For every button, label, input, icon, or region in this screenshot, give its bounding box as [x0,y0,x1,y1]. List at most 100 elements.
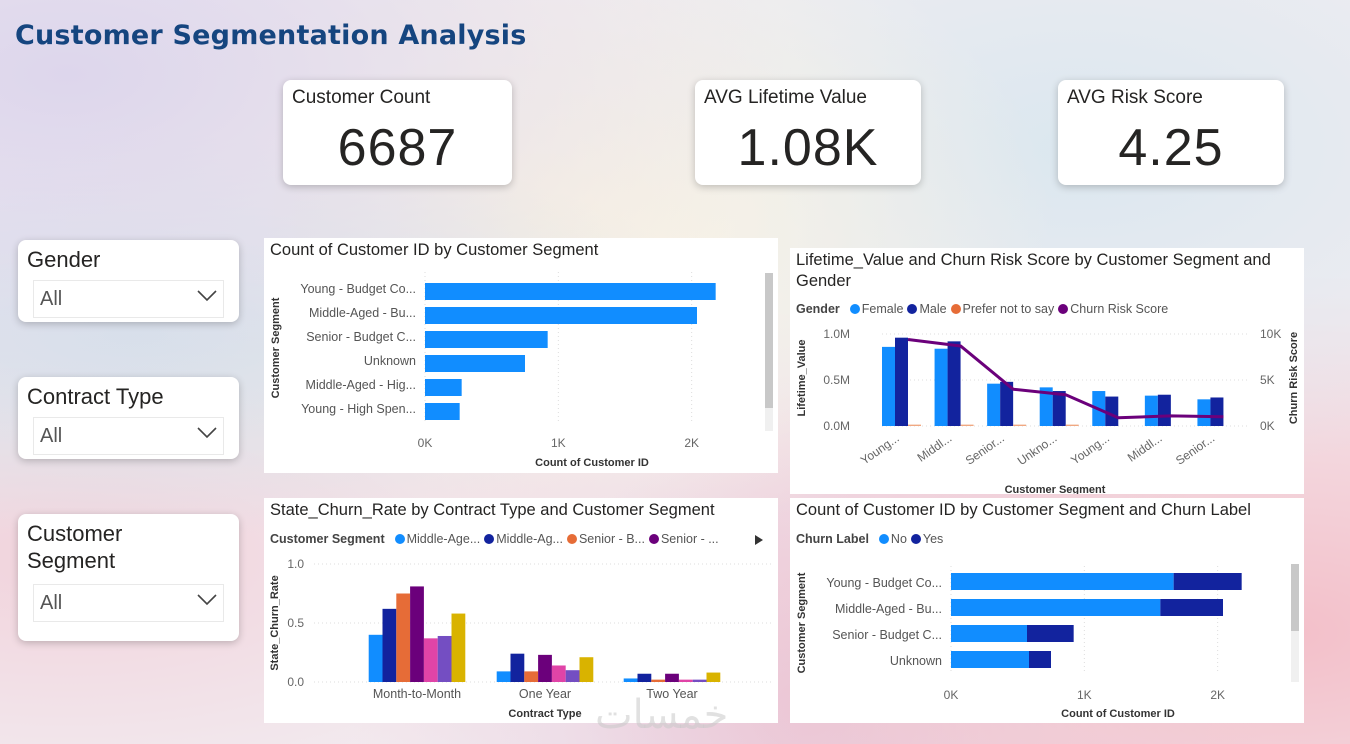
legend-item[interactable]: No [890,532,907,546]
x-tick-label: 1K [551,436,566,450]
bar [637,673,652,682]
legend-item[interactable]: Senior - B... [578,532,645,546]
scroll-thumb[interactable] [1291,564,1299,631]
legend: Customer Segment Middle-Age... Middle-Ag..… [270,532,719,546]
x-axis-title: Contract Type [508,708,581,720]
bar-segment [951,625,1027,642]
y-axis-title: Customer Segment [270,297,282,398]
y-tick-label: Middle-Aged - Hig... [306,378,416,392]
gender-dropdown[interactable]: All [33,280,224,318]
bar [524,671,539,682]
bar [451,613,466,682]
x-tick-label: 2K [1210,688,1225,702]
y2-tick-label: 0K [1260,419,1275,433]
bar [623,678,638,682]
bar [651,679,666,682]
bar [706,672,721,682]
chart-segment-count: Count of Customer ID by Customer Segment… [264,238,778,473]
scroll-thumb[interactable] [765,273,773,408]
bar [665,673,679,682]
chevron-down-icon [197,427,217,439]
watermark: خمسات [595,692,729,738]
bar [1197,399,1211,426]
x-tick-label: Senior... [1173,431,1217,468]
bar [678,679,693,682]
bar [551,665,566,682]
y-tick-label: Young - High Spen... [301,402,416,416]
y-tick-label: 0.0 [287,675,304,689]
x-tick-label: Middl... [1125,431,1165,465]
legend-title: Gender [796,302,840,316]
y-tick-label: Unknown [890,654,942,668]
bar [934,348,948,426]
bar [425,307,697,324]
kpi-card-customer-count: Customer Count 6687 [283,80,512,185]
bar [692,679,707,682]
x-tick-label: 2K [684,436,699,450]
kpi-card-avg-lifetime-value: AVG Lifetime Value 1.08K [695,80,921,185]
kpi-value: 1.08K [737,119,879,177]
x-tick-label: Young... [1068,431,1112,467]
bar [1000,381,1014,426]
legend-item[interactable]: Female [861,302,904,316]
chart-churn-rate: State_Churn_Rate by Contract Type and Cu… [264,498,778,723]
x-tick-label: One Year [519,687,571,701]
page-title: Customer Segmentation Analysis [15,20,527,51]
chart-title: State_Churn_Rate by Contract Type and Cu… [270,501,715,519]
y-tick-label: Senior - Budget C... [306,330,416,344]
bar [425,331,548,348]
slicer-title: Contract Type [27,384,164,409]
bar-segment [1160,599,1223,616]
bar-segment [1029,651,1051,668]
y-tick-label: Middle-Aged - Bu... [835,602,942,616]
legend-item[interactable]: Male [919,302,947,316]
bar [396,593,411,682]
legend-item[interactable]: Prefer not to say [962,302,1055,316]
bar [496,671,511,682]
chart-title: Count of Customer ID by Customer Segment… [796,501,1251,519]
bar [908,424,921,426]
x-axis-title: Customer Segment [1005,484,1106,494]
bar [565,670,580,682]
y-tick-label: 0.5M [823,373,850,387]
bar [1013,424,1027,426]
dropdown-value: All [40,425,63,447]
legend-item[interactable]: Middle-Ag... [496,532,563,546]
y-tick-label: Young - Budget Co... [300,282,416,296]
legend: Gender Female Male Prefer not to say Churn R… [796,302,1168,316]
x-tick-label: Two Year [646,687,697,701]
legend-item[interactable]: Senior - ... [660,532,719,546]
y-tick-label: 1.0 [287,557,304,571]
chart-ltv-risk: Lifetime_Value and Churn Risk Score by C… [790,248,1304,494]
bar [1065,424,1079,426]
bar [368,634,383,682]
x-tick-label: 0K [418,436,433,450]
legend-title: Customer Segment [270,532,385,546]
dropdown-value: All [40,592,63,614]
y-tick-label: Senior - Budget C... [832,628,942,642]
bar [579,657,594,682]
bar [423,638,438,682]
bar [895,337,908,426]
customer-segment-dropdown[interactable]: All [33,584,224,622]
bar-segment [951,599,1161,616]
contract-type-dropdown[interactable]: All [33,417,224,455]
legend-next-arrow-icon[interactable] [755,535,763,545]
y-tick-label: 0.5 [287,616,304,630]
bar [987,383,1001,426]
bar [1144,395,1158,426]
chart-title: Count of Customer ID by Customer Segment [270,241,599,259]
chevron-down-icon [197,594,217,606]
bar [425,283,716,300]
scrollbar[interactable] [1291,564,1299,682]
legend-item[interactable]: Yes [922,532,944,546]
y-tick-label: Young - Budget Co... [826,576,942,590]
legend-item[interactable]: Churn Risk Score [1070,302,1169,316]
kpi-card-avg-risk-score: AVG Risk Score 4.25 [1058,80,1284,185]
legend-item[interactable]: Middle-Age... [406,532,481,546]
scrollbar[interactable] [765,273,773,431]
bar-segment [1173,573,1242,590]
bar [960,424,974,426]
kpi-label: Customer Count [292,87,431,108]
